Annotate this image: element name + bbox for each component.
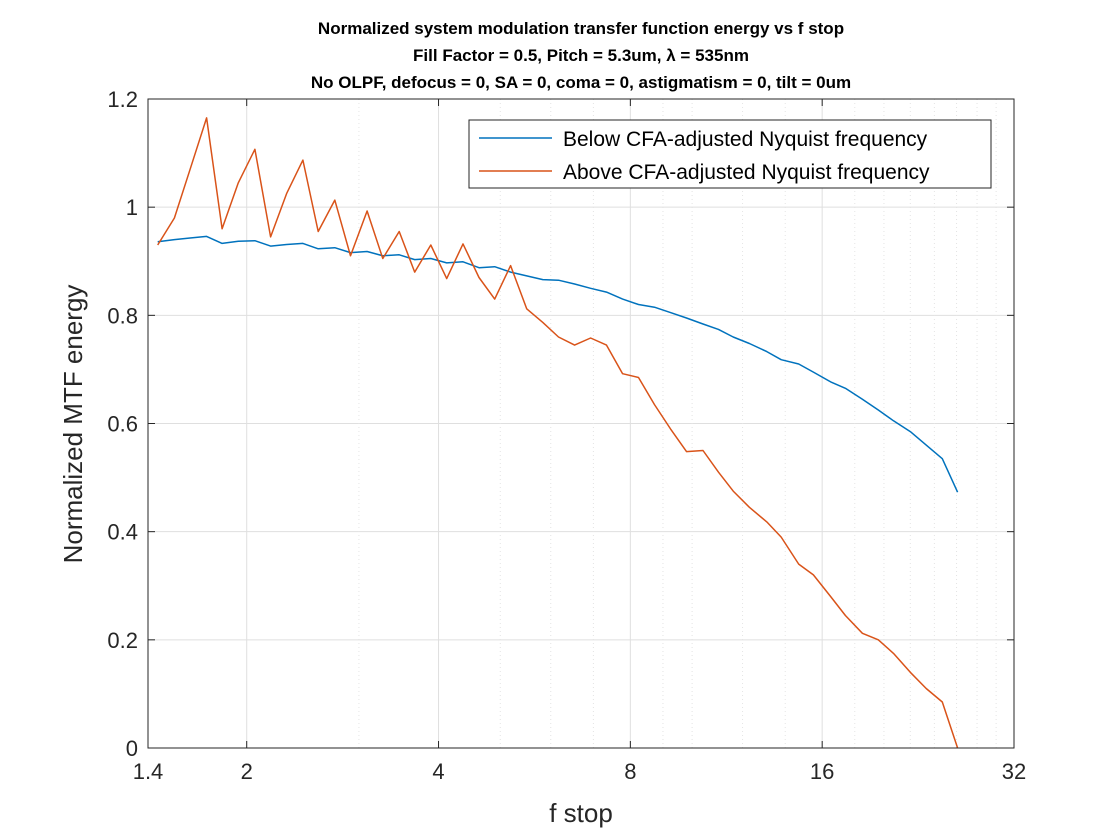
x-tick-label: 2 (241, 759, 253, 784)
x-axis-label: f stop (549, 798, 613, 828)
x-tick-label: 16 (810, 759, 834, 784)
y-tick-label: 1.2 (107, 87, 138, 112)
x-tick-label: 4 (432, 759, 444, 784)
x-tick-label: 1.4 (133, 759, 164, 784)
legend-box (468, 119, 992, 189)
chart-title-line-2: Fill Factor = 0.5, Pitch = 5.3um, λ = 53… (413, 46, 749, 65)
x-tick-label: 32 (1002, 759, 1026, 784)
series-line-2 (157, 117, 959, 749)
y-tick-label: 0.4 (107, 520, 138, 545)
chart-title-line-3: No OLPF, defocus = 0, SA = 0, coma = 0, … (311, 73, 851, 92)
chart-title-line-1: Normalized system modulation transfer fu… (318, 19, 844, 38)
series-line-1 (157, 235, 959, 493)
legend-label-1: Below CFA-adjusted Nyquist frequency (563, 128, 928, 151)
y-tick-label: 0.8 (107, 303, 138, 328)
legend-label-2: Above CFA-adjusted Nyquist frequency (563, 161, 930, 184)
x-tick-label: 8 (624, 759, 636, 784)
y-tick-label: 1 (126, 195, 138, 220)
y-tick-label: 0.6 (107, 412, 138, 437)
y-axis-label: Normalized MTF energy (58, 285, 88, 564)
y-tick-label: 0 (126, 736, 138, 761)
y-tick-label: 0.2 (107, 628, 138, 653)
